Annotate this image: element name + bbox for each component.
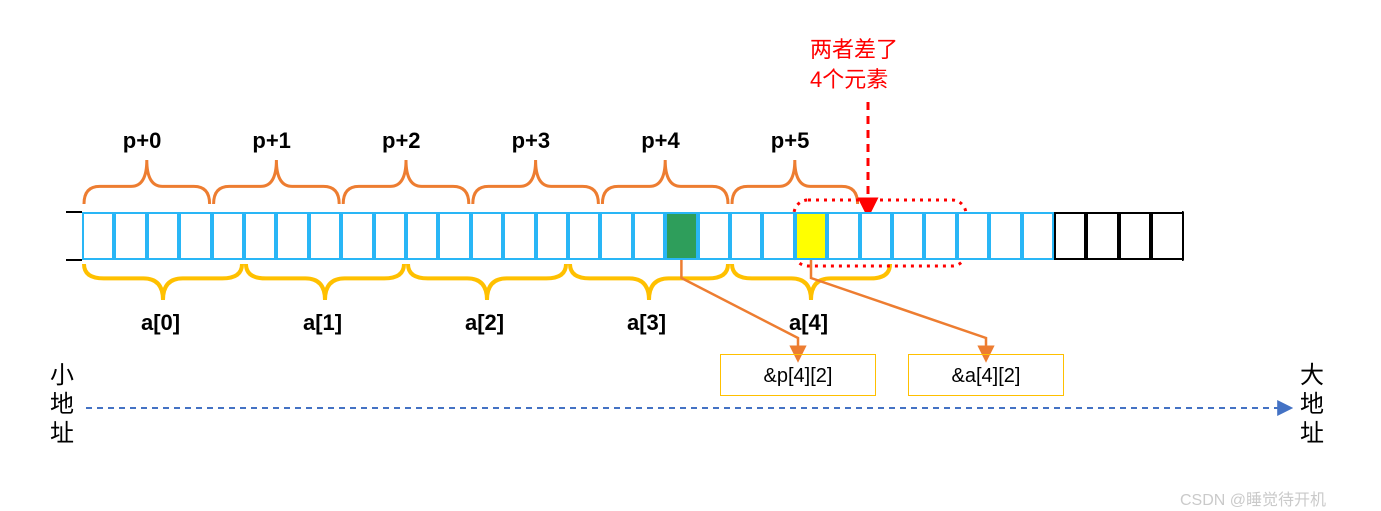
p-group-label-4: p+4 (641, 128, 680, 154)
cell-18 (665, 212, 697, 260)
cell-13 (503, 212, 535, 260)
cell-7 (309, 212, 341, 260)
cell-8 (341, 212, 373, 260)
diff-annotation-line2: 4个元素 (810, 62, 888, 94)
p-group-label-3: p+3 (512, 128, 551, 154)
cell-4 (212, 212, 244, 260)
a-group-label-1: a[1] (303, 310, 342, 336)
cell-24 (860, 212, 892, 260)
p-group-label-5: p+5 (771, 128, 810, 154)
cell-20 (730, 212, 762, 260)
cell-23 (827, 212, 859, 260)
cell-33 (1151, 212, 1183, 260)
cell-21 (762, 212, 794, 260)
cell-15 (568, 212, 600, 260)
cell-27 (957, 212, 989, 260)
p-group-label-2: p+2 (382, 128, 421, 154)
p-pointer-box: &p[4][2] (720, 354, 876, 396)
cell-2 (147, 212, 179, 260)
address-label-right: 大 地 址 (1300, 362, 1324, 448)
cell-32 (1119, 212, 1151, 260)
cell-30 (1054, 212, 1086, 260)
p-pointer-label: &p[4][2] (764, 365, 833, 387)
cell-17 (633, 212, 665, 260)
a-pointer-box: &a[4][2] (908, 354, 1064, 396)
a-group-label-3: a[3] (627, 310, 666, 336)
cell-0 (82, 212, 114, 260)
cell-22 (795, 212, 827, 260)
diff-annotation-line1: 两者差了 (810, 32, 898, 64)
a-group-label-2: a[2] (465, 310, 504, 336)
cell-12 (471, 212, 503, 260)
cell-25 (892, 212, 924, 260)
cell-1 (114, 212, 146, 260)
address-label-left: 小 地 址 (50, 362, 74, 448)
cell-3 (179, 212, 211, 260)
cell-28 (989, 212, 1021, 260)
cell-31 (1086, 212, 1118, 260)
a-group-label-4: a[4] (789, 310, 828, 336)
cell-19 (698, 212, 730, 260)
cell-26 (924, 212, 956, 260)
cell-14 (536, 212, 568, 260)
p-group-label-1: p+1 (252, 128, 291, 154)
cell-9 (374, 212, 406, 260)
watermark: CSDN @睡觉待开机 (1180, 486, 1326, 510)
cell-10 (406, 212, 438, 260)
cell-29 (1022, 212, 1054, 260)
a-group-label-0: a[0] (141, 310, 180, 336)
a-pointer-label: &a[4][2] (952, 365, 1021, 387)
cell-16 (600, 212, 632, 260)
cell-6 (276, 212, 308, 260)
cell-11 (438, 212, 470, 260)
p-group-label-0: p+0 (123, 128, 162, 154)
cell-5 (244, 212, 276, 260)
